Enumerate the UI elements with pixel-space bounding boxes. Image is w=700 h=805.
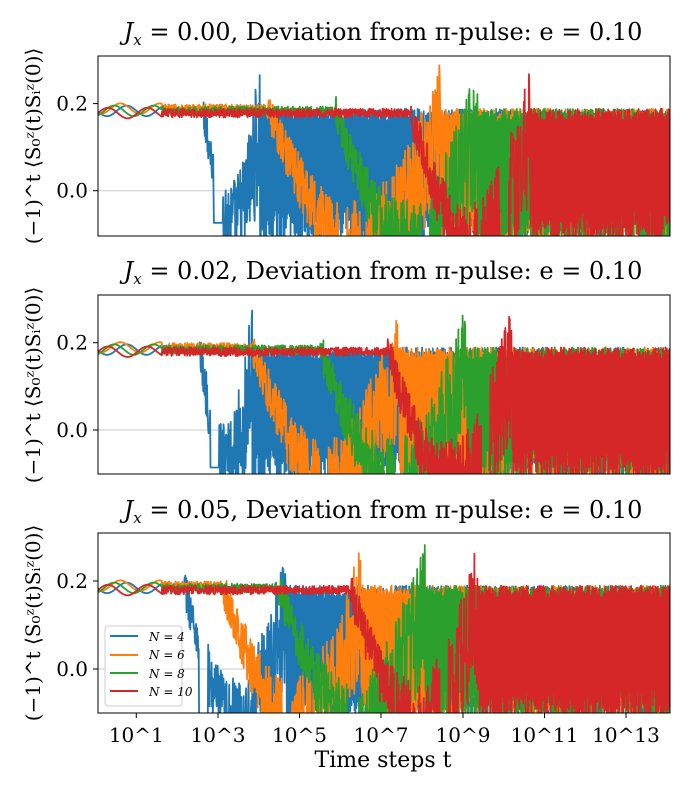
panel-2-ytick-label-1: 0.2 [56, 569, 88, 593]
panel-1-title-rest: = 0.02, Deviation from π-pulse: e = 0.10 [142, 257, 643, 285]
panel-1-series-n10 [98, 315, 670, 474]
panel-1-title: Jx = 0.02, Deviation from π-pulse: e = 0… [119, 257, 643, 288]
panel-2-xlabel: Time steps t [315, 748, 452, 773]
panel-1-ytick-label-1: 0.2 [56, 331, 88, 355]
legend: N = 4 N = 6 N = 8 N = 10 [104, 625, 193, 707]
panel-0-title: Jx = 0.00, Deviation from π-pulse: e = 0… [119, 18, 643, 49]
panel-1-title-symbol: J [119, 257, 135, 285]
legend-label-n4: N = 4 [148, 630, 185, 644]
panel-1-ylabel: (−1)^t ⟨S₀ᶻ(t)Sᵢᶻ(0)⟩ [21, 287, 45, 483]
panel-0-title-sub: x [133, 31, 142, 49]
panel-0-title-rest: = 0.00, Deviation from π-pulse: e = 0.10 [142, 18, 643, 46]
xtick-label-9: 10^9 [436, 723, 491, 747]
panel-2-axes-frame [97, 532, 671, 714]
legend-label-n6: N = 6 [148, 648, 185, 662]
panel-1-title-sub: x [133, 270, 142, 288]
legend-label-n8: N = 8 [148, 667, 185, 681]
xtick-label-11: 10^11 [511, 723, 579, 747]
panel-0-ytick-label-1: 0.2 [56, 92, 88, 116]
panel-2-xtick-labels: 10^1 10^3 10^5 10^7 10^9 10^11 10^13 [109, 723, 660, 747]
legend-box [104, 625, 183, 707]
panel-2-ylabel: (−1)^t ⟨S₀ᶻ(t)Sᵢᶻ(0)⟩ [21, 525, 45, 721]
panel-1-series [98, 309, 670, 474]
panel-1: Jx = 0.02, Deviation from π-pulse: e = 0… [21, 257, 671, 483]
panel-0-ylabel: (−1)^t ⟨S₀ᶻ(t)Sᵢᶻ(0)⟩ [21, 48, 45, 244]
xtick-label-3: 10^3 [191, 723, 246, 747]
panel-2-title: Jx = 0.05, Deviation from π-pulse: e = 0… [119, 496, 643, 527]
panel-1-ytick-label-0: 0.0 [56, 418, 88, 442]
panel-0-ytick-label-0: 0.0 [56, 179, 88, 203]
panel-2-xticks [135, 713, 627, 718]
panel-0: Jx = 0.00, Deviation from π-pulse: e = 0… [21, 18, 671, 244]
xtick-label-7: 10^7 [354, 723, 409, 747]
panel-0-series [98, 64, 670, 236]
panel-2-series [98, 544, 670, 713]
xtick-label-13: 10^13 [592, 723, 660, 747]
panel-0-axes-frame [97, 55, 671, 237]
xtick-label-5: 10^5 [272, 723, 327, 747]
panel-2: Jx = 0.05, Deviation from π-pulse: e = 0… [21, 496, 671, 773]
panel-2-ytick-label-0: 0.0 [56, 657, 88, 681]
panel-2-title-rest: = 0.05, Deviation from π-pulse: e = 0.10 [142, 496, 643, 524]
panel-0-series-n10 [98, 73, 670, 236]
xtick-label-1: 10^1 [109, 723, 164, 747]
panel-2-title-sub: x [133, 509, 142, 527]
panel-1-axes-frame [97, 294, 671, 475]
panel-2-title-symbol: J [119, 496, 135, 524]
legend-label-n10: N = 10 [148, 685, 193, 699]
panel-2-series-n10 [98, 552, 670, 713]
panel-0-title-symbol: J [119, 18, 135, 46]
